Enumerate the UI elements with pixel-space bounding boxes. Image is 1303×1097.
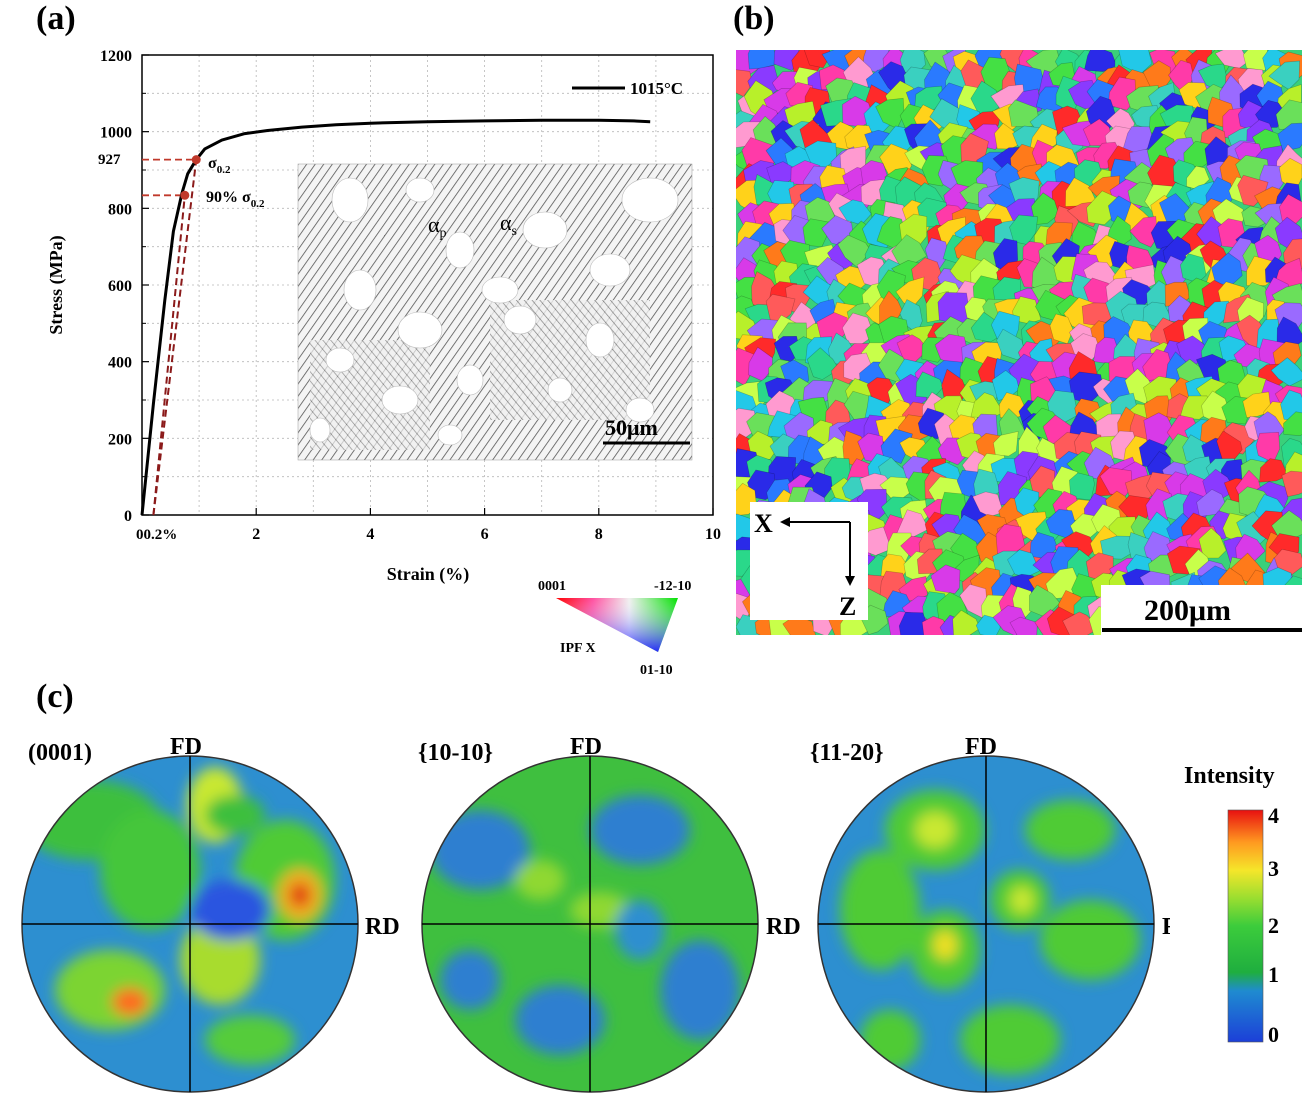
grain	[1030, 192, 1060, 226]
grain	[913, 85, 944, 113]
y-tick-label: 600	[108, 278, 132, 295]
alpha-p-label: αp	[428, 212, 447, 241]
grain	[952, 609, 981, 635]
grain	[993, 431, 1019, 457]
pf3-title: {11-20}	[810, 740, 884, 766]
x-axis-label: Strain (%)	[387, 564, 470, 585]
ipf-title: IPF X	[560, 641, 596, 656]
grain	[1008, 99, 1040, 127]
intensity-tick-4: 4	[1268, 803, 1279, 828]
yield-marker	[180, 190, 190, 200]
x-tick-label: 2	[252, 526, 260, 543]
y-tick-label: 400	[108, 355, 132, 372]
grain	[837, 234, 872, 268]
x-origin-label: 00.2%	[136, 527, 177, 543]
intensity-tick-3: 3	[1268, 856, 1279, 881]
pf3-rd-label: RD	[1162, 914, 1170, 940]
alpha-s-label: αs	[500, 210, 517, 239]
microstructure-inset: αp αs 50μm	[297, 163, 693, 461]
pf1-title: (0001)	[28, 740, 92, 766]
ipf-color-key: 0001 -12-10 IPF X 01-10	[538, 579, 691, 678]
pole-figure-10-10	[421, 755, 759, 1093]
offset-line	[152, 195, 186, 516]
pf2-rd-label: RD	[766, 914, 801, 940]
y-tick-label: 800	[108, 201, 132, 218]
panel-label-c: (c)	[36, 678, 74, 715]
intensity-tick-0: 0	[1268, 1022, 1279, 1047]
axis-x-label: X	[754, 509, 773, 538]
axis-z-label: Z	[839, 592, 856, 621]
grain	[1281, 470, 1302, 498]
x-tick-label: 4	[366, 526, 374, 543]
ipf-label-0001: 0001	[538, 579, 566, 594]
series-line-1015C	[140, 118, 651, 516]
grain	[1277, 122, 1302, 152]
sigma-annotation: σ0.2	[208, 155, 231, 176]
intensity-tick-1: 1	[1268, 962, 1279, 987]
series-layer	[140, 118, 651, 516]
grain	[1259, 458, 1289, 483]
grain	[1129, 216, 1158, 248]
pole-figure-11-20	[817, 755, 1155, 1093]
grain	[1283, 411, 1302, 437]
ebsd-scale-label: 200μm	[1144, 594, 1231, 627]
pf3-fd-label: FD	[965, 734, 997, 760]
x-tick-label: 8	[595, 526, 603, 543]
grain-map	[736, 50, 1302, 635]
y-tick-label: 200	[108, 431, 132, 448]
pole-figure-0001	[21, 755, 359, 1093]
stress-strain-chart: 2 4 6 8 10 00.2%0 200 400 600 800 1000 1200	[46, 48, 721, 585]
x-tick-label: 10	[705, 526, 721, 543]
intensity-colorbar: Intensity 4 3 2 1 0	[1184, 763, 1279, 1047]
panel-label-a: (a)	[36, 0, 76, 37]
grain	[996, 328, 1026, 361]
yield-marker	[191, 155, 201, 165]
ipf-label-01-10: 01-10	[640, 663, 673, 678]
grain	[782, 614, 816, 635]
grain	[1062, 611, 1101, 635]
scale-box	[1101, 585, 1302, 635]
pf1-rd-label: RD	[365, 914, 400, 940]
grain	[1083, 50, 1118, 72]
pf1-fd-label: FD	[170, 734, 202, 760]
y927-label: 927	[98, 152, 121, 168]
grain	[806, 347, 840, 380]
grain	[1242, 50, 1271, 71]
ebsd-ipf-map: X Z 200μm	[736, 50, 1302, 635]
x-tick-label: 6	[481, 526, 489, 543]
intensity-gradient	[1227, 809, 1264, 1043]
y-axis-label: Stress (MPa)	[46, 235, 67, 334]
pf2-fd-label: FD	[570, 734, 602, 760]
axis-ticks: 2 4 6 8 10 00.2%0 200 400 600 800 1000 1200	[100, 48, 721, 543]
pf2-title: {10-10}	[418, 740, 493, 766]
y-tick-label: 0	[124, 508, 132, 525]
intensity-title: Intensity	[1184, 763, 1275, 789]
ipf-label-12-10: -12-10	[654, 579, 691, 594]
panel-label-b: (b)	[733, 0, 775, 37]
ninety-sigma-annotation: 90% σ0.2	[206, 189, 265, 210]
grain	[880, 428, 913, 464]
legend-label: 1015°C	[630, 79, 683, 98]
y-tick-label: 1200	[100, 48, 132, 65]
grain	[898, 611, 931, 635]
inset-scale-label: 50μm	[605, 415, 658, 440]
grain	[930, 564, 961, 594]
grain	[1198, 527, 1227, 559]
offset-line	[152, 159, 198, 516]
grain	[1242, 391, 1272, 418]
pole-figures: (0001) FD RD {10-10} FD RD {11-20} FD RD	[21, 734, 1170, 1093]
y-tick-label: 1000	[100, 125, 132, 142]
intensity-tick-2: 2	[1268, 913, 1279, 938]
